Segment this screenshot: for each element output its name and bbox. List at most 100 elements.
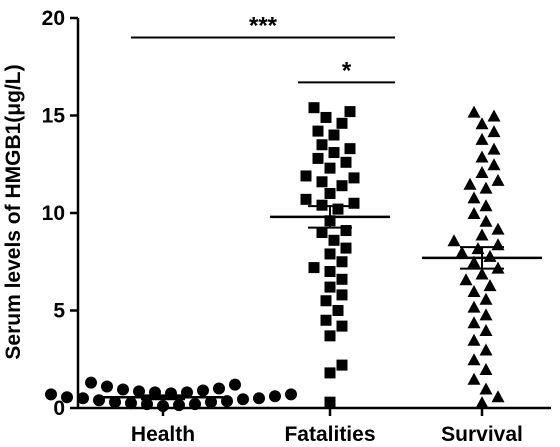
data-point-triangle [475, 132, 489, 145]
data-point-square [324, 248, 336, 260]
data-point-triangle [479, 199, 493, 212]
y-axis-label: Serum levels of HMGB1(μg/L) [2, 64, 25, 359]
data-point-square [332, 305, 344, 316]
data-point-square [308, 262, 320, 274]
data-point-triangle [479, 324, 493, 336]
data-point-square [336, 273, 348, 285]
data-point-square [316, 227, 328, 238]
y-tick-label: 5 [53, 300, 65, 323]
data-point-square [316, 139, 328, 151]
data-point-circle [125, 397, 137, 410]
data-point-triangle [467, 285, 481, 297]
data-point-triangle [491, 238, 505, 251]
data-point-triangle [483, 249, 497, 262]
data-point-circle [141, 398, 153, 411]
data-point-square [300, 193, 312, 205]
y-axis: 0 5 10 15 20 [42, 7, 80, 420]
data-point-square [348, 172, 360, 184]
data-point-triangle [467, 300, 481, 313]
data-point-triangle [455, 246, 469, 258]
data-point-square [328, 234, 340, 246]
data-point-circle [189, 398, 201, 411]
data-point-circle [197, 384, 209, 397]
data-point-triangle [475, 166, 489, 179]
data-point-square [320, 295, 332, 307]
data-point-triangle [491, 222, 505, 235]
data-point-square [336, 117, 348, 129]
data-point-circle [237, 393, 249, 406]
data-point-triangle [479, 181, 493, 194]
data-point-square [340, 242, 352, 254]
data-point-triangle [459, 273, 473, 286]
data-point-square [328, 129, 340, 141]
data-point-triangle [475, 396, 489, 409]
data-point-circle [213, 382, 225, 395]
data-point-triangle [475, 117, 489, 130]
data-point-triangle [447, 234, 461, 247]
data-point-triangle [487, 125, 501, 138]
data-point-circle [253, 392, 265, 405]
data-point-triangle [491, 390, 505, 403]
data-point-circle [45, 388, 57, 401]
data-point-circle [221, 395, 233, 408]
significance-label: * [342, 57, 352, 84]
data-point-circle [117, 383, 129, 396]
data-point-square [324, 396, 336, 408]
data-point-square [332, 203, 344, 215]
data-point-triangle [467, 207, 481, 219]
data-point-square [336, 289, 348, 301]
data-point-square [336, 320, 348, 332]
data-point-circle [109, 396, 121, 409]
data-point-triangle [475, 267, 489, 280]
data-point-circle [157, 400, 169, 413]
data-point-triangle [467, 372, 481, 385]
data-point-square [324, 281, 336, 293]
data-point-square [312, 152, 324, 164]
data-point-square [324, 162, 336, 174]
y-tick-label: 10 [42, 202, 65, 225]
data-point-square [336, 359, 348, 371]
y-tick-label: 20 [42, 7, 65, 30]
data-point-triangle [479, 363, 493, 375]
data-point-triangle [479, 292, 493, 305]
data-point-circle [77, 392, 89, 405]
x-axis: Health Fatalities Survival [78, 406, 551, 446]
data-point-circle [61, 391, 73, 404]
data-point-triangle [467, 333, 481, 346]
data-point-square [340, 156, 352, 168]
data-point-square [324, 266, 336, 277]
mean-sem-bars [103, 205, 542, 401]
data-point-triangle [487, 109, 501, 122]
data-point-triangle [475, 150, 489, 163]
data-point-square [308, 102, 320, 114]
data-point-triangle [487, 142, 501, 155]
data-point-square [344, 106, 356, 118]
data-point-circle [93, 394, 105, 407]
data-point-square [344, 143, 356, 155]
data-point-square [336, 256, 348, 268]
significance-annotations: **** [131, 13, 395, 84]
data-point-triangle [491, 173, 505, 186]
data-point-triangle [467, 316, 481, 329]
x-tick-label: Survival [441, 423, 523, 446]
data-point-triangle [467, 353, 481, 366]
data-point-circle [173, 399, 185, 412]
x-tick-label: Fatalities [284, 423, 375, 446]
data-point-square [340, 225, 352, 237]
data-point-triangle [467, 105, 481, 118]
data-point-triangle [479, 214, 493, 227]
x-tick-label: Health [131, 423, 195, 446]
data-point-triangle [479, 343, 493, 356]
data-point-circle [205, 396, 217, 409]
data-point-square [328, 147, 340, 159]
data-point-circle [229, 378, 241, 391]
data-point-circle [269, 390, 281, 403]
data-point-triangle [475, 228, 489, 241]
data-point-square [324, 367, 336, 379]
data-point-square [320, 111, 332, 123]
data-point-circle [285, 388, 297, 401]
data-point-triangle [483, 279, 497, 292]
data-point-circle [101, 380, 113, 393]
data-point-square [348, 197, 360, 209]
